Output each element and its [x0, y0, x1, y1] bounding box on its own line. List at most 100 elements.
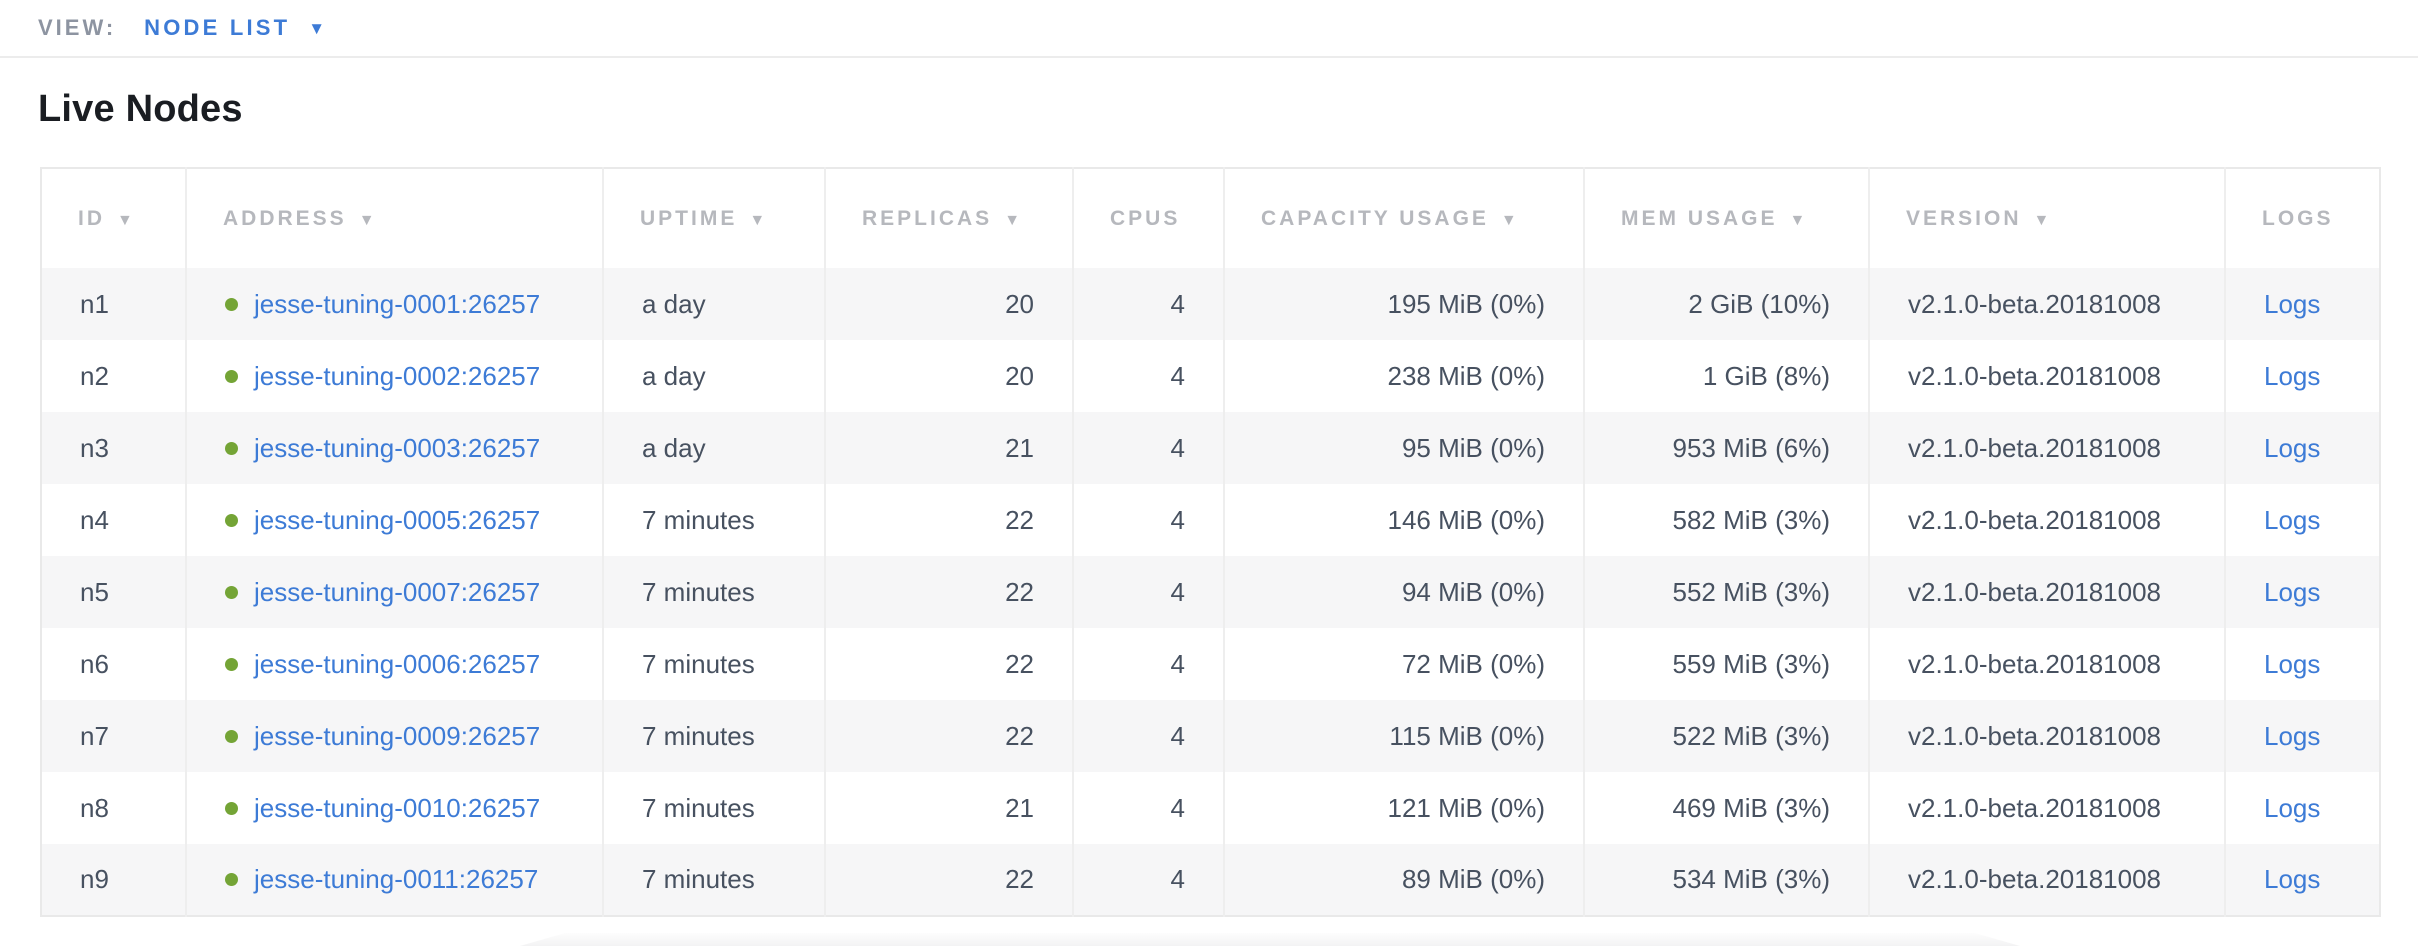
view-dropdown[interactable]: NODE LIST ▼	[144, 15, 325, 41]
cell-mem: 582 MiB (3%)	[1584, 484, 1870, 556]
cell-logs: Logs	[2225, 268, 2380, 340]
cell-id: n2	[41, 340, 187, 412]
cell-uptime: a day	[603, 412, 826, 484]
table-row: n3 jesse-tuning-0003:26257 a day 21 4 95 MiB …	[41, 412, 2380, 484]
cell-mem: 1 GiB (8%)	[1584, 340, 1870, 412]
column-header-label: REPLICAS	[862, 206, 993, 230]
cell-cpus: 4	[1073, 700, 1225, 772]
column-header-label: ID	[78, 206, 105, 230]
view-dropdown-value: NODE LIST	[144, 15, 291, 40]
node-address-link[interactable]: jesse-tuning-0006:26257	[254, 648, 541, 679]
node-address-link[interactable]: jesse-tuning-0011:26257	[254, 864, 539, 894]
table-header-row: ID ▼ ADDRESS ▼ UPTIME ▼ REPLICAS ▼ CPUS CAPACITY …	[41, 168, 2380, 268]
column-header-address[interactable]: ADDRESS ▼	[186, 168, 604, 268]
table-row: n8 jesse-tuning-0010:26257 7 minutes 21 4 121…	[41, 772, 2380, 844]
node-address-link[interactable]: jesse-tuning-0003:26257	[254, 432, 541, 463]
node-logs-link[interactable]: Logs	[2264, 792, 2321, 823]
node-address-link[interactable]: jesse-tuning-0005:26257	[254, 504, 541, 535]
node-status-live-icon	[225, 657, 238, 671]
node-address-link[interactable]: jesse-tuning-0010:26257	[254, 792, 541, 823]
node-address-link[interactable]: jesse-tuning-0001:26257	[254, 288, 541, 319]
cell-cpus: 4	[1073, 268, 1225, 340]
node-address-link[interactable]: jesse-tuning-0007:26257	[254, 576, 541, 607]
cell-replicas: 21	[825, 772, 1074, 844]
cell-id: n4	[41, 484, 187, 556]
cell-mem: 953 MiB (6%)	[1584, 412, 1870, 484]
cell-version: v2.1.0-beta.20181008	[1869, 412, 2226, 484]
cell-capacity: 146 MiB (0%)	[1224, 484, 1585, 556]
node-status-live-icon	[225, 369, 238, 383]
cell-capacity: 121 MiB (0%)	[1224, 772, 1585, 844]
cell-uptime: 7 minutes	[603, 484, 826, 556]
node-logs-link[interactable]: Logs	[2264, 432, 2321, 463]
node-logs-link[interactable]: Logs	[2264, 288, 2321, 319]
cell-address: jesse-tuning-0009:26257	[186, 700, 604, 772]
cell-cpus: 4	[1073, 556, 1225, 628]
cell-address: jesse-tuning-0003:26257	[186, 412, 604, 484]
node-logs-link[interactable]: Logs	[2264, 720, 2321, 751]
column-header-replicas[interactable]: REPLICAS ▼	[825, 168, 1074, 268]
cell-cpus: 4	[1073, 484, 1225, 556]
view-label: VIEW:	[38, 15, 117, 40]
table-row: n7 jesse-tuning-0009:26257 7 minutes 22 4 115…	[41, 700, 2380, 772]
cell-id: n6	[41, 628, 187, 700]
table-body: n1 jesse-tuning-0001:26257 a day 20 4 195 MiB…	[41, 268, 2380, 916]
cell-mem: 2 GiB (10%)	[1584, 268, 1870, 340]
column-header-uptime[interactable]: UPTIME ▼	[603, 168, 826, 268]
table-row: n9 jesse-tuning-0011:26257 7 minutes 22 4 89 …	[41, 844, 2380, 916]
column-header-cpus: CPUS	[1073, 168, 1225, 268]
cell-logs: Logs	[2225, 412, 2380, 484]
cell-address: jesse-tuning-0007:26257	[186, 556, 604, 628]
cell-capacity: 195 MiB (0%)	[1224, 268, 1585, 340]
node-logs-link[interactable]: Logs	[2264, 648, 2321, 679]
cell-uptime: 7 minutes	[603, 628, 826, 700]
table-row: n6 jesse-tuning-0006:26257 7 minutes 22 4 72 …	[41, 628, 2380, 700]
cell-version: v2.1.0-beta.20181008	[1869, 700, 2226, 772]
node-logs-link[interactable]: Logs	[2264, 360, 2321, 391]
cell-uptime: a day	[603, 268, 826, 340]
cell-address: jesse-tuning-0005:26257	[186, 484, 604, 556]
cell-id: n1	[41, 268, 187, 340]
cell-mem: 522 MiB (3%)	[1584, 700, 1870, 772]
cell-replicas: 22	[825, 844, 1074, 916]
cell-capacity: 94 MiB (0%)	[1224, 556, 1585, 628]
node-logs-link[interactable]: Logs	[2264, 504, 2321, 535]
column-header-logs: LOGS	[2225, 168, 2380, 268]
cell-logs: Logs	[2225, 772, 2380, 844]
column-header-mem[interactable]: MEM USAGE ▼	[1584, 168, 1870, 268]
node-logs-link[interactable]: Logs	[2264, 864, 2321, 894]
cell-mem: 552 MiB (3%)	[1584, 556, 1870, 628]
node-status-live-icon	[225, 585, 238, 599]
column-header-id[interactable]: ID ▼	[41, 168, 187, 268]
page-title: Live Nodes	[38, 88, 243, 130]
cell-logs: Logs	[2225, 844, 2380, 916]
cell-logs: Logs	[2225, 628, 2380, 700]
cell-logs: Logs	[2225, 484, 2380, 556]
cell-address: jesse-tuning-0011:26257	[186, 844, 604, 916]
cell-mem: 534 MiB (3%)	[1584, 844, 1870, 916]
next-section-shadow	[520, 933, 2020, 946]
live-nodes-table-container: ID ▼ ADDRESS ▼ UPTIME ▼ REPLICAS ▼ CPUS CAPACITY …	[40, 167, 2418, 917]
node-address-link[interactable]: jesse-tuning-0002:26257	[254, 360, 541, 391]
column-header-capacity[interactable]: CAPACITY USAGE ▼	[1224, 168, 1585, 268]
table-row: n5 jesse-tuning-0007:26257 7 minutes 22 4 94 …	[41, 556, 2380, 628]
cell-uptime: 7 minutes	[603, 556, 826, 628]
cell-cpus: 4	[1073, 412, 1225, 484]
cell-logs: Logs	[2225, 340, 2380, 412]
column-header-label: VERSION	[1906, 206, 2022, 230]
cell-address: jesse-tuning-0002:26257	[186, 340, 604, 412]
column-header-version[interactable]: VERSION ▼	[1869, 168, 2226, 268]
table-header: ID ▼ ADDRESS ▼ UPTIME ▼ REPLICAS ▼ CPUS CAPACITY …	[41, 168, 2380, 268]
sort-arrow-icon: ▼	[2033, 211, 2050, 229]
table-row: n1 jesse-tuning-0001:26257 a day 20 4 195 MiB…	[41, 268, 2380, 340]
node-logs-link[interactable]: Logs	[2264, 576, 2321, 607]
cell-capacity: 89 MiB (0%)	[1224, 844, 1585, 916]
cell-id: n8	[41, 772, 187, 844]
table-row: n4 jesse-tuning-0005:26257 7 minutes 22 4 146…	[41, 484, 2380, 556]
cell-mem: 469 MiB (3%)	[1584, 772, 1870, 844]
column-header-label: MEM USAGE	[1621, 206, 1778, 230]
node-address-link[interactable]: jesse-tuning-0009:26257	[254, 720, 541, 751]
cell-cpus: 4	[1073, 628, 1225, 700]
cell-uptime: 7 minutes	[603, 844, 826, 916]
sort-arrow-icon: ▼	[358, 211, 375, 229]
